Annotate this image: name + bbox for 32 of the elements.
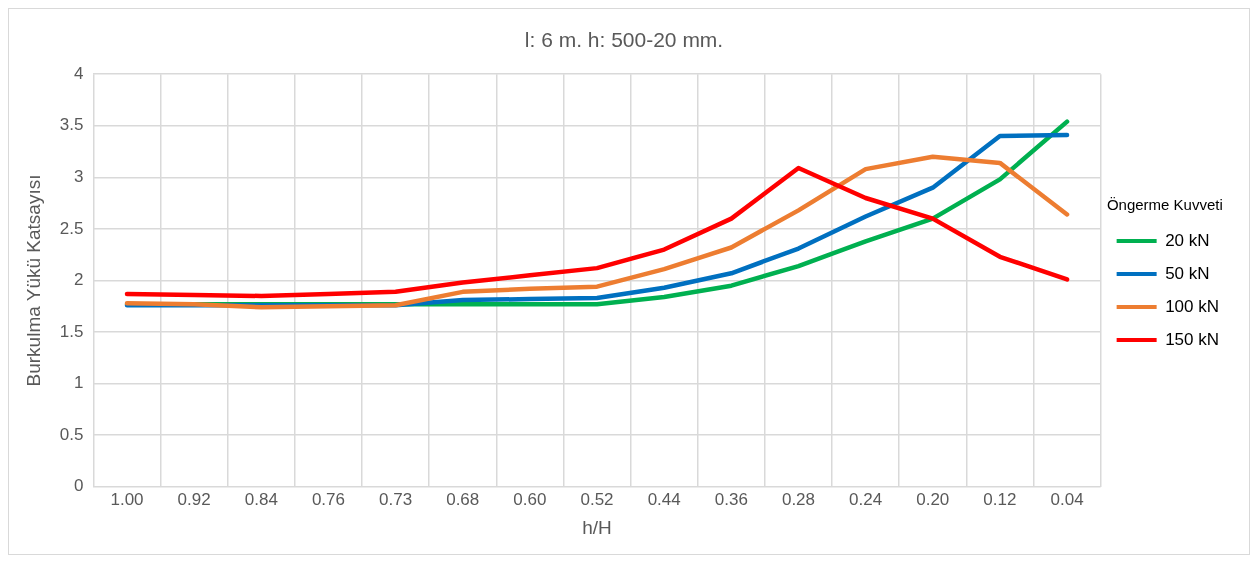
y-tick-label: 2.5	[59, 218, 84, 238]
chart-title: l: 6 m. h: 500-20 mm.	[524, 28, 724, 52]
x-tick-label: 1.00	[110, 489, 144, 509]
x-tick-label: 0.84	[244, 489, 278, 509]
legend-label: 20 kN	[1165, 230, 1210, 250]
y-tick-label: 0.5	[59, 424, 84, 444]
x-tick-label: 0.20	[916, 489, 950, 509]
legend-label: 100 kN	[1165, 296, 1220, 316]
x-tick-label: 0.04	[1050, 489, 1084, 509]
x-tick-label: 0.12	[983, 489, 1017, 509]
y-tick-label: 3.5	[59, 115, 84, 135]
legend-label: 150 kN	[1165, 329, 1220, 349]
x-tick-label: 0.24	[849, 489, 883, 509]
y-tick-label: 1.5	[59, 321, 84, 341]
x-tick-label: 0.73	[379, 489, 413, 509]
x-tick-label: 0.28	[781, 489, 816, 509]
x-tick-label: 0.92	[177, 489, 211, 509]
x-tick-label: 0.36	[714, 489, 748, 509]
x-tick-label: 0.76	[311, 489, 345, 509]
y-tick-label: 3	[73, 167, 84, 187]
x-tick-label: 0.52	[580, 489, 614, 509]
legend-title: Öngerme Kuvveti	[1106, 196, 1223, 214]
legend-label: 50 kN	[1165, 263, 1210, 283]
x-tick-label: 0.60	[513, 489, 547, 509]
x-tick-label: 0.68	[446, 489, 480, 509]
y-axis-title: Burkulma Yükü Katsayısı	[22, 174, 44, 387]
y-tick-label: 4	[73, 63, 84, 83]
y-tick-label: 2	[73, 270, 84, 290]
x-tick-label: 0.44	[647, 489, 681, 509]
y-tick-label: 0	[73, 476, 84, 496]
y-tick-label: 1	[73, 373, 84, 393]
x-axis-title: h/H	[582, 516, 612, 538]
